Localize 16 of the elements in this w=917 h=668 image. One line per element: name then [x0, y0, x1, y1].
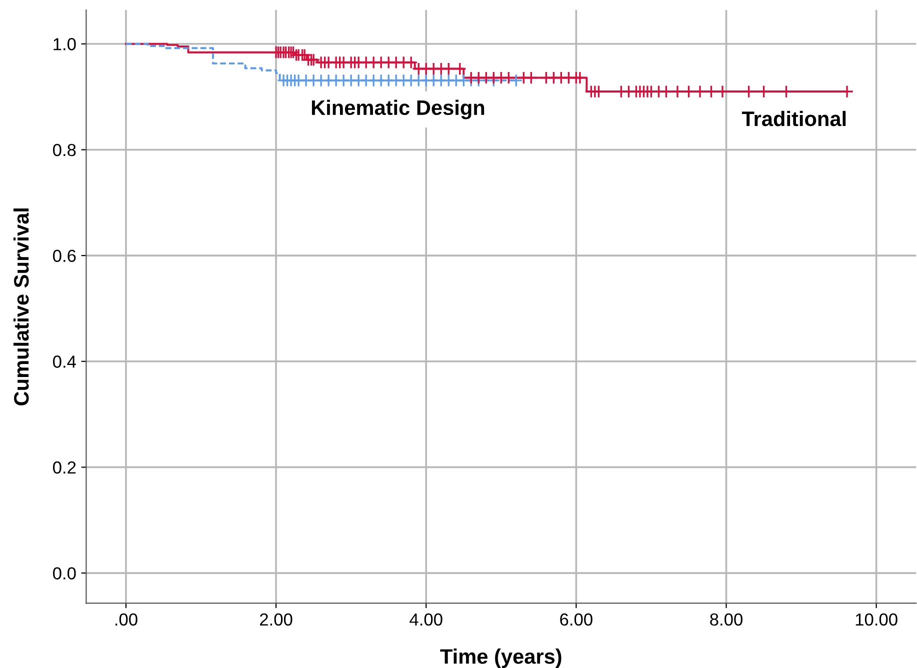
x-tick-label: .00	[115, 613, 138, 626]
x-tick-label: 6.00	[560, 613, 592, 626]
y-axis-title: Cumulative Survival	[13, 208, 29, 406]
x-tick-label: 10.00	[856, 613, 898, 626]
y-tick-label: 0.8	[53, 144, 76, 156]
y-tick-label: 0.4	[53, 356, 76, 368]
y-tick-label: 0.2	[53, 461, 76, 474]
x-tick-label: 2.00	[260, 613, 292, 626]
y-tick-label: 1.0	[54, 38, 76, 50]
y-tick-label: 0.0	[53, 567, 76, 580]
series-label: Traditional	[742, 110, 846, 126]
x-tick-label: 4.00	[410, 613, 442, 626]
x-tick-label: 8.00	[710, 613, 742, 626]
y-tick-label: 0.6	[53, 250, 76, 262]
series-label: Kinematic Design	[312, 100, 484, 120]
x-axis-title: Time (years)	[440, 648, 562, 668]
